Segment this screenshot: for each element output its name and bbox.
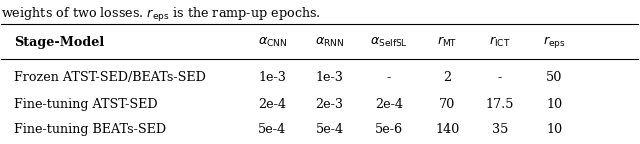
Text: Fine-tuning ATST-SED: Fine-tuning ATST-SED	[14, 98, 157, 111]
Text: 5e-4: 5e-4	[316, 123, 344, 136]
Text: $\alpha_{\mathrm{RNN}}$: $\alpha_{\mathrm{RNN}}$	[315, 36, 344, 49]
Text: Fine-tuning BEATs-SED: Fine-tuning BEATs-SED	[14, 123, 166, 136]
Text: 2e-4: 2e-4	[258, 98, 286, 111]
Text: -: -	[387, 71, 391, 84]
Text: $\alpha_{\mathrm{SelfSL}}$: $\alpha_{\mathrm{SelfSL}}$	[370, 36, 408, 49]
Text: 10: 10	[547, 123, 563, 136]
Text: 2e-3: 2e-3	[316, 98, 344, 111]
Text: 1e-3: 1e-3	[259, 71, 286, 84]
Text: 10: 10	[547, 98, 563, 111]
Text: 50: 50	[547, 71, 563, 84]
Text: 17.5: 17.5	[486, 98, 514, 111]
Text: -: -	[497, 71, 502, 84]
Text: 5e-6: 5e-6	[375, 123, 403, 136]
Text: 70: 70	[439, 98, 456, 111]
Text: $r_{\mathrm{ICT}}$: $r_{\mathrm{ICT}}$	[489, 35, 511, 49]
Text: 2e-4: 2e-4	[375, 98, 403, 111]
Text: weights of two losses. $r_\mathrm{eps}$ is the ramp-up epochs.: weights of two losses. $r_\mathrm{eps}$ …	[1, 6, 321, 24]
Text: 2: 2	[444, 71, 451, 84]
Text: $\alpha_{\mathrm{CNN}}$: $\alpha_{\mathrm{CNN}}$	[258, 36, 287, 49]
Text: Frozen ATST-SED/BEATs-SED: Frozen ATST-SED/BEATs-SED	[14, 71, 206, 84]
Text: 140: 140	[435, 123, 460, 136]
Text: 35: 35	[492, 123, 508, 136]
Text: $r_{\mathrm{MT}}$: $r_{\mathrm{MT}}$	[437, 35, 458, 49]
Text: $r_{\mathrm{eps}}$: $r_{\mathrm{eps}}$	[543, 34, 566, 50]
Text: 1e-3: 1e-3	[316, 71, 344, 84]
Text: 5e-4: 5e-4	[258, 123, 286, 136]
Text: Stage-Model: Stage-Model	[14, 36, 104, 49]
